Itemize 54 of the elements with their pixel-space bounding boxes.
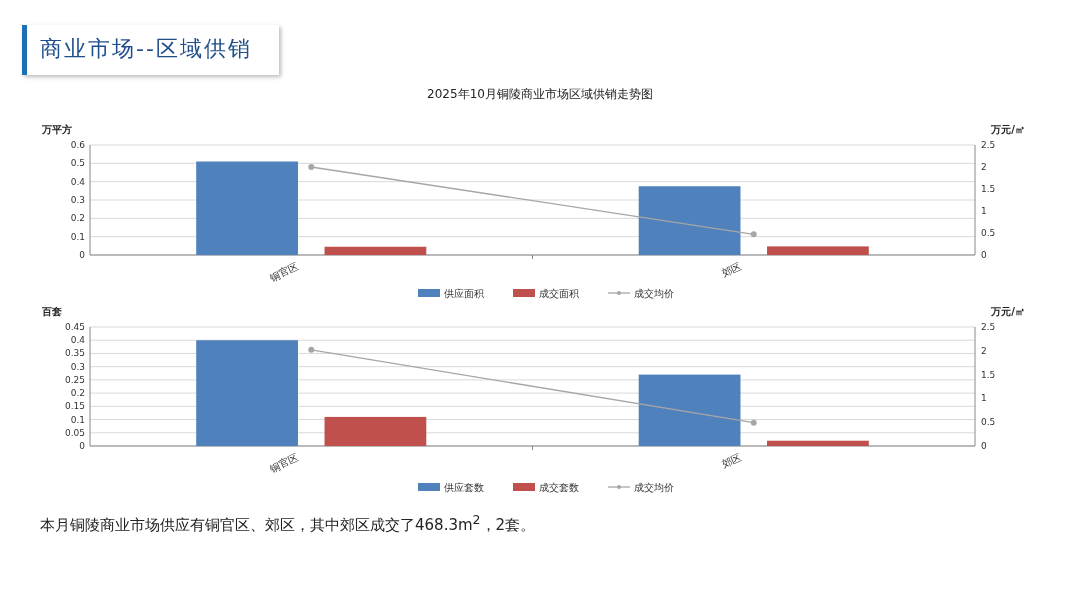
y-tick-label: 0.1 xyxy=(70,231,85,242)
y2-tick-label: 2.5 xyxy=(981,140,996,150)
y2-tick-label: 0 xyxy=(981,250,987,260)
bar xyxy=(767,440,869,446)
y-tick-label: 0.45 xyxy=(64,322,85,332)
y-tick-label: 0.3 xyxy=(70,361,85,372)
legend-label: 供应套数 xyxy=(444,482,484,493)
y2-axis-title: 万元/㎡ xyxy=(990,306,1025,317)
legend-label: 成交均价 xyxy=(634,288,674,299)
bar xyxy=(196,161,298,255)
bar xyxy=(196,340,298,446)
text: 本月铜陵商业市场供应有铜官区、郊区，其中郊区成交了468.3m$^{2}$，2套。 xyxy=(40,512,536,535)
y-tick-label: 0.6 xyxy=(70,140,86,150)
y-tick-label: 0.3 xyxy=(70,195,85,205)
text: 商业市场--区域供销 xyxy=(40,35,252,63)
bar xyxy=(638,186,741,255)
y2-tick-label: 0.5 xyxy=(981,228,996,238)
y-tick-label: 0.2 xyxy=(70,213,85,224)
bar xyxy=(767,246,869,255)
y-tick-label: 0.5 xyxy=(70,158,85,169)
x-tick-label: 郊区 xyxy=(719,260,743,280)
y2-tick-label: 2 xyxy=(981,162,987,172)
legend-label: 供应面积 xyxy=(444,288,484,299)
y-tick-label: 0.4 xyxy=(70,335,86,346)
y-tick-label: 0.4 xyxy=(70,176,86,187)
bar xyxy=(324,416,427,446)
x-tick-label: 郊区 xyxy=(719,451,743,471)
x-tick-label: 铜官区 xyxy=(267,260,301,284)
y-tick-label: 0.15 xyxy=(64,401,85,412)
y2-tick-label: 0.5 xyxy=(981,417,996,428)
bar xyxy=(324,246,427,255)
y2-tick-label: 2 xyxy=(981,345,987,356)
y2-tick-label: 1 xyxy=(981,393,987,404)
y-tick-label: 0 xyxy=(79,250,86,260)
y-axis-title: 万平方 xyxy=(41,124,72,135)
legend-label: 成交面积 xyxy=(539,288,579,299)
y-axis-title: 百套 xyxy=(41,306,62,317)
y-tick-label: 0.2 xyxy=(70,388,85,399)
y-tick-label: 0.05 xyxy=(64,427,85,438)
y2-tick-label: 1.5 xyxy=(981,184,996,194)
legend-label: 成交均价 xyxy=(634,482,674,493)
y-tick-label: 0.1 xyxy=(70,414,85,425)
bar xyxy=(638,374,741,446)
y-tick-label: 0.35 xyxy=(64,348,85,359)
legend-label: 成交套数 xyxy=(539,482,579,493)
chart-title: 2025年10月铜陵商业市场区域供销走势图 xyxy=(427,87,653,101)
y-tick-label: 0 xyxy=(79,441,86,451)
y2-tick-label: 2.5 xyxy=(981,322,996,332)
y2-tick-label: 1.5 xyxy=(981,369,996,380)
y2-axis-title: 万元/㎡ xyxy=(990,124,1025,135)
y-tick-label: 0.25 xyxy=(64,374,85,385)
y2-tick-label: 1 xyxy=(981,206,987,216)
y2-tick-label: 0 xyxy=(981,441,987,451)
x-tick-label: 铜官区 xyxy=(267,451,301,475)
